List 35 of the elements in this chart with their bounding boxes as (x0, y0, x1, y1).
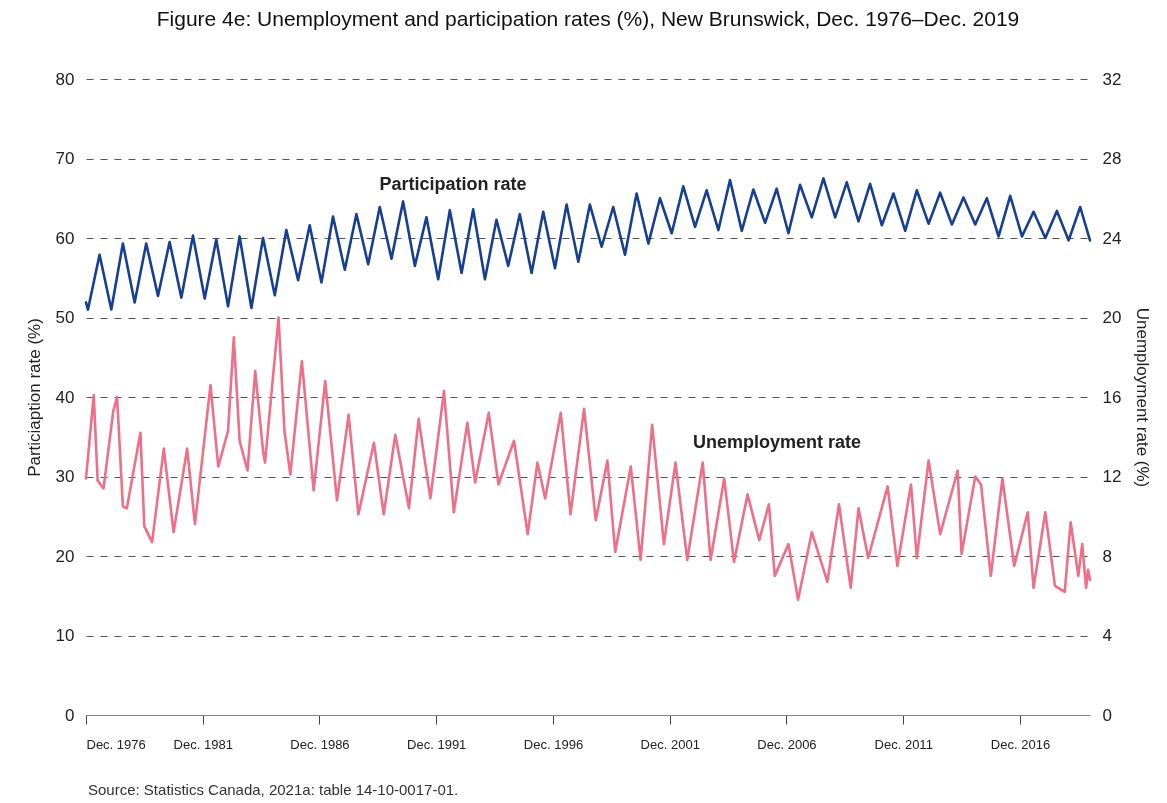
x-tick-label: Dec. 1991 (407, 736, 467, 752)
x-tick-label: Dec. 2006 (757, 736, 817, 752)
x-tick-label: Dec. 1986 (290, 736, 350, 752)
x-tick-label: Dec. 2001 (640, 736, 700, 752)
y-tick-label: 60 (55, 228, 75, 248)
y-axis-title: Particiaption rate (%) (24, 318, 44, 477)
y2-tick-label: 24 (1102, 228, 1122, 248)
y2-tick-label: 4 (1102, 626, 1112, 645)
x-tick-label: Dec. 1981 (173, 736, 233, 752)
y-tick-label: 50 (55, 308, 75, 327)
y-tick-label: 20 (55, 546, 75, 566)
line-series (84, 177, 1092, 311)
y2-tick-label: 0 (1102, 705, 1112, 725)
line-series (84, 316, 1092, 602)
y-tick-label: 40 (55, 387, 75, 407)
y2-tick-label: 12 (1102, 467, 1122, 486)
series-label: Unemployment rate (692, 432, 862, 452)
y2-axis-title: Unemployment rate (%) (1133, 307, 1153, 488)
y2-tick-label: 28 (1102, 149, 1122, 168)
series-label: Participation rate (379, 174, 527, 194)
y-tick-label: 70 (55, 149, 75, 168)
y-tick-label: 10 (55, 626, 75, 645)
x-tick-label: Dec. 1996 (523, 736, 584, 752)
y-tick-label: 0 (65, 705, 75, 725)
source-note: Source: Statistics Canada, 2021a: table 14-10-0017-01. (88, 781, 459, 798)
y-tick-label: 30 (55, 467, 75, 486)
y-tick-label: 80 (55, 69, 75, 89)
y2-tick-label: 16 (1102, 387, 1122, 407)
x-tick-label: Dec. 2016 (990, 736, 1051, 752)
x-tick-label: Dec. 1976 (86, 736, 146, 752)
y2-tick-label: 32 (1102, 69, 1122, 89)
y2-tick-label: 8 (1102, 546, 1112, 566)
x-tick-label: Dec. 2011 (874, 736, 933, 752)
chart-title: Figure 4e: Unemployment and participation rates (%), New Brunswick, Dec. 1976–Dec. 2019 (156, 7, 1020, 30)
y2-tick-label: 20 (1102, 308, 1122, 327)
